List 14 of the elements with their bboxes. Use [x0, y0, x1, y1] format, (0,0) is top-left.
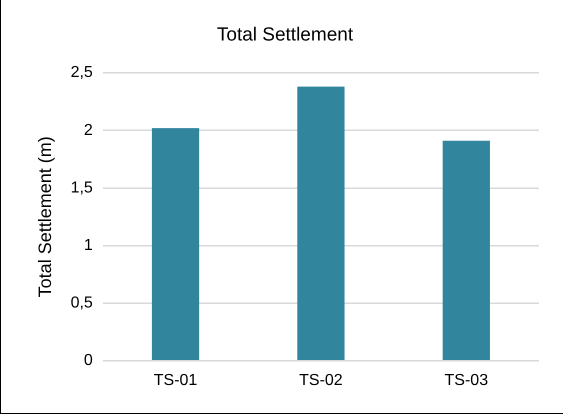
x-tick-label: TS-02: [299, 372, 343, 389]
y-tick-label: 2,5: [70, 64, 93, 82]
y-tick-label: 0,5: [70, 294, 93, 312]
x-tick-label: TS-01: [154, 372, 198, 389]
bar: [442, 140, 490, 360]
x-tick-label: TS-03: [444, 372, 488, 389]
y-axis-title: Total Settlement (m): [34, 136, 55, 298]
bar: [152, 128, 200, 360]
y-tick-label: 1: [84, 237, 93, 254]
y-tick-label: 0: [84, 352, 93, 370]
bar: [297, 86, 345, 360]
y-tick-label: 2: [84, 122, 93, 139]
y-tick-label: 1,5: [70, 179, 93, 196]
chart-title: Total Settlement: [216, 24, 354, 46]
